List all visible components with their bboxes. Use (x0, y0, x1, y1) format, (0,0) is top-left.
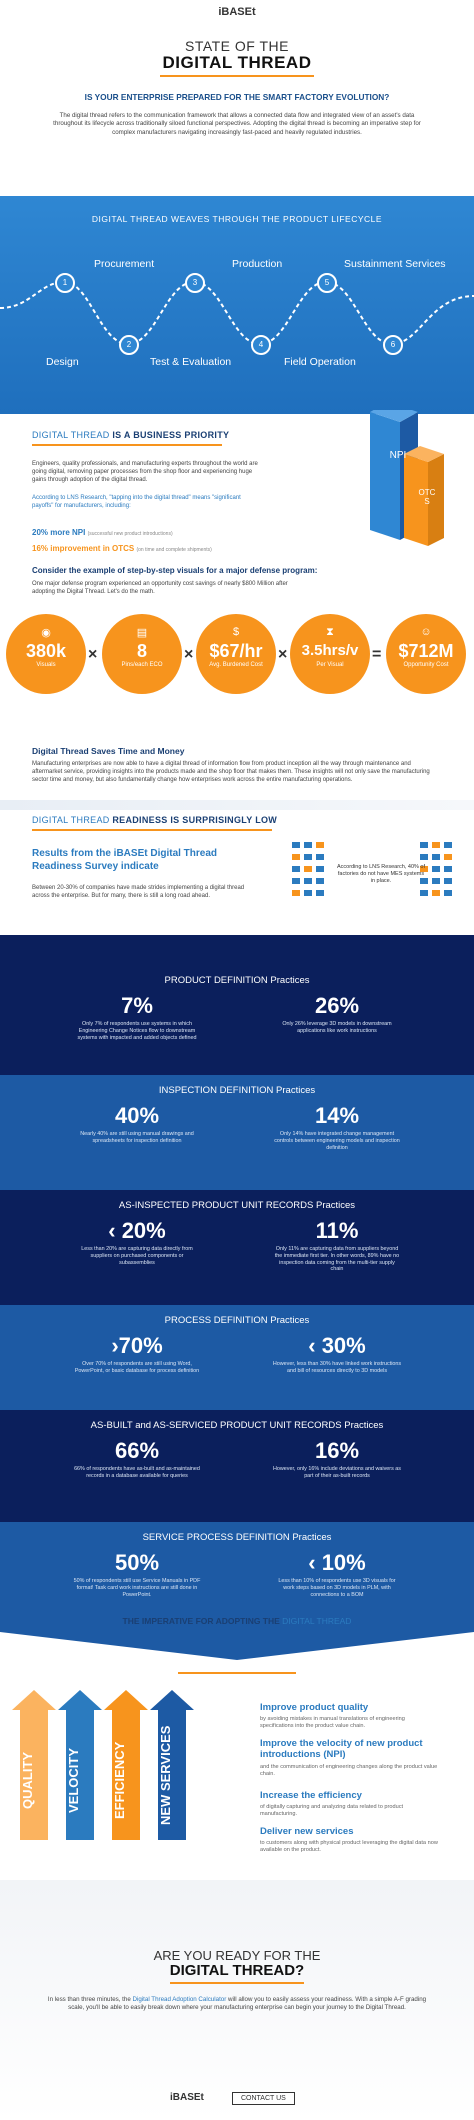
ibaset-logo: iBASEt (218, 6, 256, 18)
quality-title: Improve product quality (260, 1702, 369, 1713)
cta-line2: DIGITAL THREAD? (169, 1962, 305, 1979)
imperative-underline (178, 1672, 296, 1674)
lns-paragraph: According to LNS Research, "tapping into… (32, 495, 241, 509)
stage-node-2: 2 (119, 335, 139, 355)
cost-circle: $ $67/hr Avg. Burdened Cost (196, 614, 276, 694)
lifecycle-wave (0, 280, 474, 346)
contact-us-button[interactable]: CONTACT US (232, 2092, 295, 2105)
velocity-desc: and the communication of engineering cha… (260, 1764, 438, 1777)
page-title: DIGITAL THREAD (162, 53, 312, 72)
saves-paragraph: Manufacturing enterprises are now able t… (32, 761, 430, 783)
visuals-circle: ◉ 380k Visuals (6, 614, 86, 694)
npi-stat: 20% more NPI (successful new product int… (32, 528, 173, 537)
stage-label-procurement: Procurement (94, 258, 155, 270)
consider-heading: Consider the example of step-by-step vis… (32, 566, 318, 575)
cta-section (0, 1880, 474, 2120)
stage-label-test: Test & Evaluation (150, 356, 232, 368)
chevron-bottom (0, 1632, 474, 1660)
quality-desc: by avoiding mistakes in manual translati… (260, 1716, 405, 1729)
section-divider (0, 800, 474, 810)
stage-node-5: 5 (317, 273, 337, 293)
cta-line1: ARE YOU READY FOR THE (153, 1948, 321, 1963)
efficiency-title: Increase the efficiency (260, 1790, 362, 1801)
stage-label-production: Production (232, 258, 283, 270)
eye-icon: ◉ (41, 627, 51, 639)
priority-paragraph: Engineers, quality professionals, and ma… (32, 461, 258, 483)
business-priority-heading: DIGITAL THREAD IS A BUSINESS PRIORITY (32, 430, 230, 440)
hours-circle: ⧗ 3.5hrs/v Per Visual (290, 614, 370, 694)
cta-paragraph: In less than three minutes, the Digital … (47, 1996, 427, 2012)
band-process-definition: PROCESS DEFINITION Practices ›70% Over 7… (0, 1305, 474, 1425)
band-service-process: SERVICE PROCESS DEFINITION Practices 50%… (0, 1522, 474, 1632)
stage-node-1: 1 (55, 273, 75, 293)
footer-logo: iBASEt (170, 2092, 204, 2103)
calculator-link[interactable]: Digital Thread Adoption Calculator (132, 1996, 227, 2003)
lifecycle-title: DIGITAL THREAD WEAVES THROUGH THE PRODUC… (91, 214, 383, 224)
multiply-icon: × (278, 646, 288, 663)
band-product-definition: PRODUCT DEFINITION Practices 7% Only 7% … (0, 935, 474, 1075)
survey-paragraph: Between 20-30% of companies have made st… (32, 885, 245, 899)
smart-factory-question: IS YOUR ENTERPRISE PREPARED FOR THE SMAR… (84, 92, 390, 102)
multiply-icon: × (88, 646, 98, 663)
arrow-bars (12, 1690, 194, 1840)
multiply-icon: × (184, 646, 194, 663)
opportunity-circle: ☺ $712M Opportunity Cost (386, 614, 466, 694)
hourglass-icon: ⧗ (326, 626, 334, 638)
title-line1: STATE OF THE (184, 38, 289, 54)
stage-label-sustainment: Sustainment Services (344, 258, 446, 270)
band-as-built: AS-BUILT and AS-SERVICED PRODUCT UNIT RE… (0, 1410, 474, 1536)
band-as-inspected: AS-INSPECTED PRODUCT UNIT RECORDS Practi… (0, 1190, 474, 1318)
consider-paragraph: One major defense program experienced an… (32, 581, 288, 595)
equals-icon: = (372, 646, 382, 663)
cost-math-row: ◉ 380k Visuals × ▤ 8 Pins/each ECO × $ $… (0, 614, 474, 714)
lifecycle-section: DIGITAL THREAD WEAVES THROUGH THE PRODUC… (0, 196, 474, 414)
otcs-bar-label: OTCS (418, 488, 436, 506)
stage-node-6: 6 (383, 335, 403, 355)
title-underline (160, 75, 314, 77)
velocity-bar: VELOCITY (66, 1747, 81, 1813)
stage-node-4: 4 (251, 335, 271, 355)
npi-otcs-chart (370, 410, 444, 546)
pins-circle: ▤ 8 Pins/each ECO (102, 614, 182, 694)
npi-bar-label: NPI (389, 450, 407, 461)
smile-icon: ☺ (420, 626, 432, 638)
factory-dot-grid (292, 842, 452, 896)
band-inspection-definition: INSPECTION DEFINITION Practices 40% Near… (0, 1075, 474, 1210)
saves-heading: Digital Thread Saves Time and Money (32, 746, 185, 756)
services-desc: to customers along with physical product… (260, 1840, 438, 1853)
stage-node-3: 3 (185, 273, 205, 293)
new-services-bar: NEW SERVICES (158, 1725, 173, 1825)
dollar-icon: $ (232, 626, 240, 638)
efficiency-desc: of digitally capturing and analyzing dat… (260, 1804, 404, 1817)
document-icon: ▤ (136, 627, 148, 639)
stage-label-design: Design (46, 356, 79, 368)
lns-note: According to LNS Research, 40% of factor… (336, 864, 426, 884)
priority-underline (32, 444, 222, 446)
efficiency-bar: EFFICIENCY (112, 1741, 127, 1819)
imperative-heading: THE IMPERATIVE FOR ADOPTING THE DIGITAL … (122, 1616, 352, 1626)
survey-title: Results from the iBASEt Digital Thread R… (32, 848, 218, 872)
readiness-underline (32, 829, 272, 831)
services-title: Deliver new services (260, 1826, 354, 1837)
readiness-heading: DIGITAL THREAD READINESS IS SURPRISINGLY… (32, 815, 278, 825)
quality-bar: QUALITY (20, 1751, 35, 1809)
intro-paragraph: The digital thread refers to the communi… (53, 112, 421, 136)
velocity-title: Improve the velocity of new product intr… (260, 1738, 423, 1760)
cta-underline (170, 1982, 304, 1984)
otcs-stat: 16% improvement in OTCS (on time and com… (32, 544, 212, 553)
stage-label-field-operation: Field Operation (284, 356, 356, 368)
